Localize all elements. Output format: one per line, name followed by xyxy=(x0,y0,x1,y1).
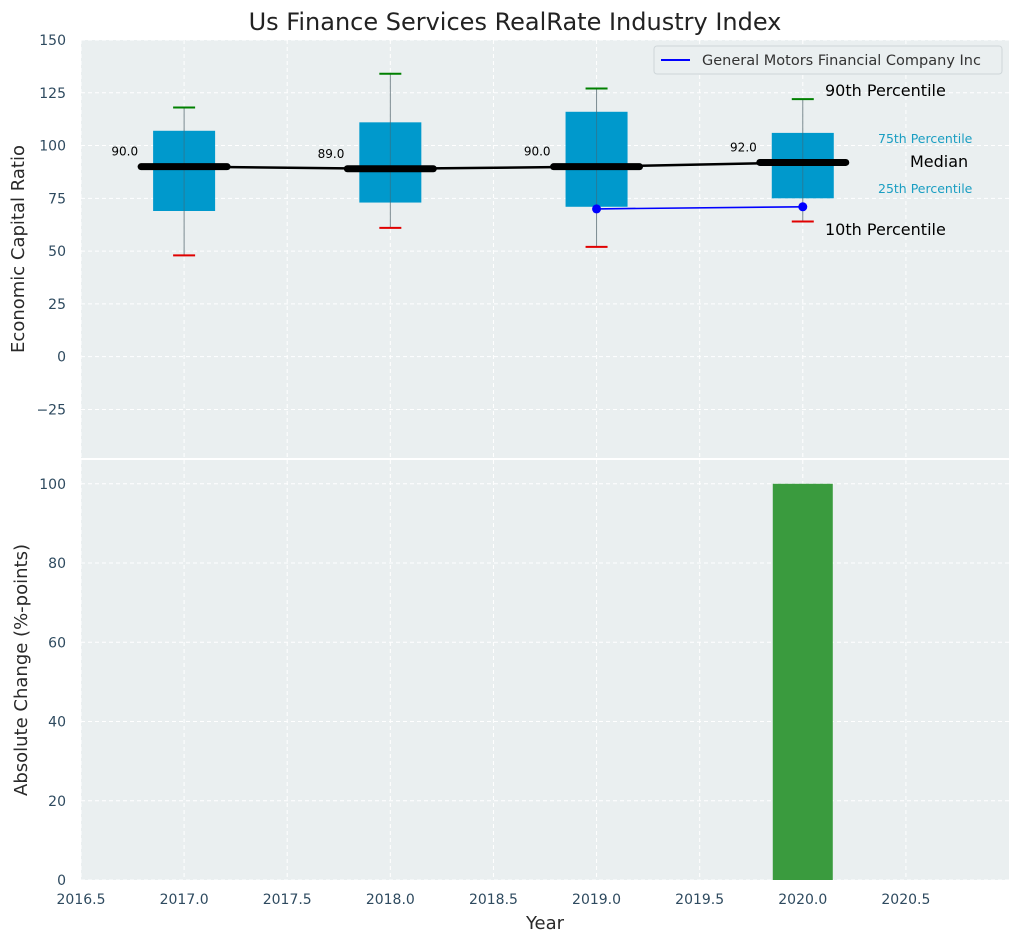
top-y-tick-label: 150 xyxy=(39,33,66,49)
legend: General Motors Financial Company Inc xyxy=(653,45,1003,75)
bottom-y-tick-label: 40 xyxy=(48,715,66,731)
median-value-label: 89.0 xyxy=(318,147,345,161)
bottom-plot-area xyxy=(81,460,1009,880)
top-y-tick-label: 50 xyxy=(48,244,66,260)
bottom-y-tick-label: 80 xyxy=(48,556,66,572)
annotation-p25: 25th Percentile xyxy=(878,181,973,196)
x-tick-label: 2016.5 xyxy=(57,892,106,908)
top-y-tick-label: 0 xyxy=(57,350,66,366)
x-tick-label: 2019.5 xyxy=(675,892,724,908)
median-trend-line xyxy=(184,161,803,171)
annotation-p10: 10th Percentile xyxy=(825,220,946,239)
top-marks: 90.0 89.0 90.0 92.0 xyxy=(111,72,850,257)
x-tick-label: 2018.5 xyxy=(469,892,518,908)
top-y-tick-label: −25 xyxy=(36,402,66,418)
company-series-point xyxy=(592,204,602,214)
annotation-p90: 90th Percentile xyxy=(825,81,946,100)
top-y-tick-label: 125 xyxy=(39,86,66,102)
x-tick-label: 2018.0 xyxy=(366,892,415,908)
x-tick-label: 2017.0 xyxy=(160,892,209,908)
x-tick-label: 2020.5 xyxy=(881,892,930,908)
top-y-tick-label: 100 xyxy=(39,139,66,155)
company-series-line xyxy=(596,205,803,210)
bottom-y-tick-label: 100 xyxy=(39,477,66,493)
axis-labels: −25 0 25 50 75 100 125 150 0 20 40 60 80 100 2016.5 201… xyxy=(36,33,930,908)
legend-label: General Motors Financial Company Inc xyxy=(702,53,981,69)
median-value-label: 92.0 xyxy=(730,140,757,154)
x-axis-title: Year xyxy=(525,913,565,934)
x-tick-label: 2017.5 xyxy=(263,892,312,908)
top-grid xyxy=(80,39,1009,458)
top-y-axis-title: Economic Capital Ratio xyxy=(8,145,29,353)
top-plot-area xyxy=(81,40,1009,458)
legend-frame xyxy=(653,45,1003,75)
bottom-y-axis-title: Absolute Change (%-points) xyxy=(11,544,32,796)
bottom-y-tick-label: 20 xyxy=(48,794,66,810)
chart-title: Us Finance Services RealRate Industry In… xyxy=(249,8,782,36)
annotation-median: Median xyxy=(910,152,968,171)
bottom-grid xyxy=(80,460,1009,881)
x-tick-label: 2020.0 xyxy=(778,892,827,908)
bottom-marks xyxy=(772,483,833,880)
top-y-tick-label: 75 xyxy=(48,191,66,207)
change-bar xyxy=(772,483,833,880)
median-value-label: 90.0 xyxy=(524,145,551,159)
top-y-tick-label: 25 xyxy=(48,297,66,313)
bottom-y-tick-label: 0 xyxy=(57,873,66,889)
company-series-point xyxy=(798,202,808,212)
x-tick-label: 2019.0 xyxy=(572,892,621,908)
bottom-y-tick-label: 60 xyxy=(48,635,66,651)
median-value-label: 90.0 xyxy=(111,145,138,159)
annotation-p75: 75th Percentile xyxy=(878,131,973,146)
